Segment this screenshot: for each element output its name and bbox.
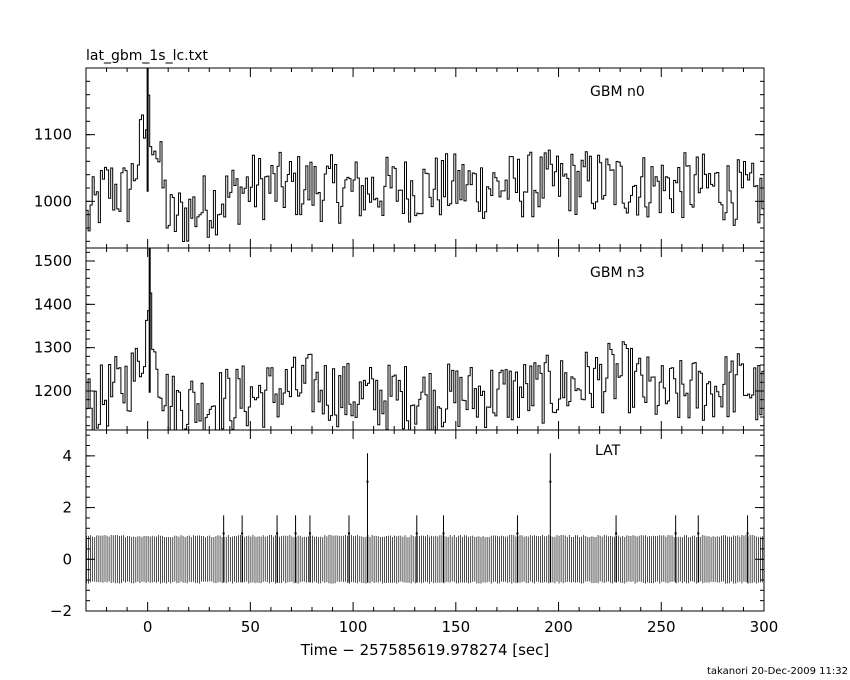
x-tick-label: 150: [441, 618, 470, 636]
lat-ticks: −2 0 2 4: [50, 430, 765, 620]
y-tick-label: 1100: [34, 126, 72, 144]
panel-lat: −2 0 2 4 LAT: [50, 429, 765, 620]
gbm-n0-series: [86, 68, 764, 242]
y-tick-label: 0: [62, 550, 72, 568]
y-tick-label: −2: [50, 602, 72, 620]
lat-series: [86, 453, 763, 584]
y-tick-label: 4: [62, 447, 72, 465]
gbm-n3-ticks: 1200 1300 1400 1500: [34, 248, 765, 430]
gbm-n0-frame: [85, 67, 765, 249]
lat-label: LAT: [595, 443, 621, 459]
gbm-n0-ticks: 1000 1100: [34, 67, 765, 248]
x-tick-label: 300: [750, 618, 779, 636]
gbm-n0-label: GBM n0: [590, 84, 645, 100]
x-tick-labels: 0 50 100 150 200 250 300: [143, 618, 778, 636]
x-tick-label: 250: [647, 618, 676, 636]
lat-frame: [85, 429, 765, 612]
x-axis-label: Time − 257585619.978274 [sec]: [300, 641, 550, 659]
y-tick-label: 1000: [34, 192, 72, 210]
panel-gbm-n3: 1200 1300 1400 1500 GBM n3: [34, 247, 765, 431]
x-tick-label: 100: [339, 618, 368, 636]
y-tick-label: 1400: [34, 295, 72, 313]
x-tick-label: 50: [241, 618, 260, 636]
x-tick-label: 0: [143, 618, 153, 636]
y-tick-label: 2: [62, 499, 72, 517]
panel-gbm-n0: 1000 1100 GBM n0: [34, 67, 765, 249]
gbm-n3-frame: [85, 247, 765, 431]
x-tick-label: 200: [544, 618, 573, 636]
light-curve-line: [86, 292, 764, 430]
y-tick-label: 1500: [34, 252, 72, 270]
y-tick-label: 1200: [34, 382, 72, 400]
gbm-n3-series: [86, 248, 764, 430]
y-tick-label: 1300: [34, 339, 72, 357]
plot-title: lat_gbm_1s_lc.txt: [86, 48, 208, 64]
light-curve-line: [86, 94, 764, 242]
footer-stamp: takanori 20-Dec-2009 11:32: [707, 666, 848, 677]
gbm-n3-label: GBM n3: [590, 265, 645, 281]
